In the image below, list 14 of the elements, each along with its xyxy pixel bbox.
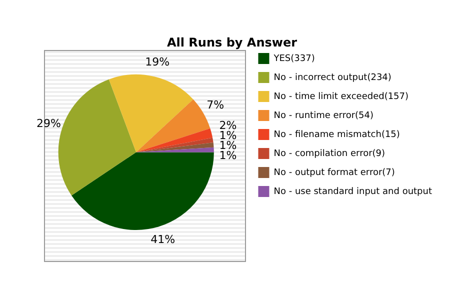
data-label: 29% — [36, 116, 61, 130]
legend-label: No - output format error(7) — [274, 168, 395, 178]
legend-label: No - incorrect output(234) — [274, 72, 392, 83]
data-label: 41% — [150, 232, 176, 246]
legend-label: YES(337) — [272, 54, 315, 64]
legend-label: No - filename mismatch(15) — [274, 130, 400, 140]
data-label: 1% — [219, 149, 237, 162]
data-label: 19% — [145, 56, 170, 69]
legend-label: No - compilation error(9) — [274, 148, 386, 159]
chart-title: All Runs by Answer — [166, 35, 298, 50]
legend-label: No - runtime error(54) — [274, 110, 374, 121]
legend-label: No - time limit exceeded(157) — [274, 92, 409, 102]
data-label: 7% — [206, 98, 224, 112]
legend-label: No - use standard input and output — [274, 186, 432, 197]
